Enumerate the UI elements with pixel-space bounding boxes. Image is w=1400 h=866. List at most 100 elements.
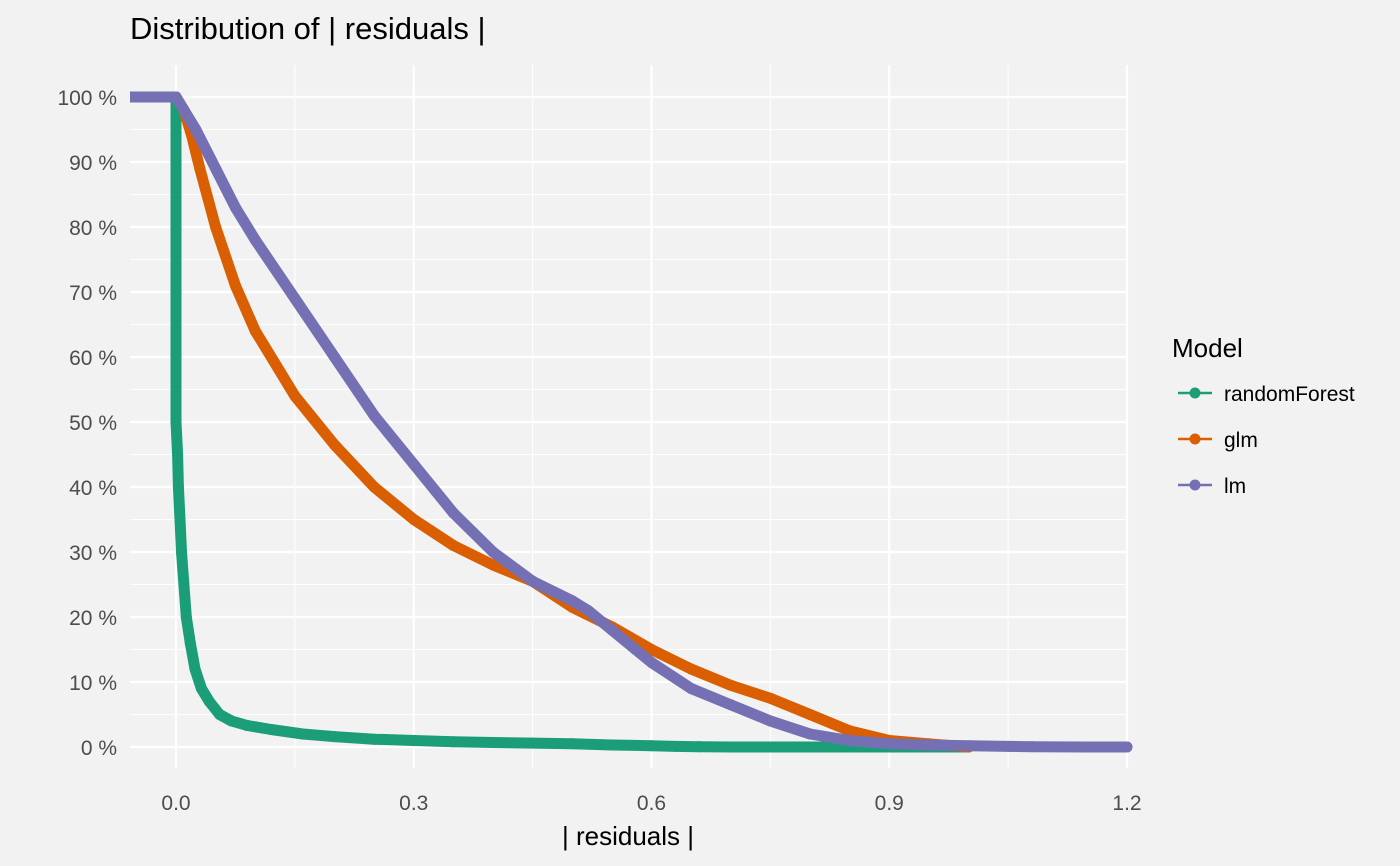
- y-tick-label: 0 %: [81, 737, 117, 760]
- data-point: [685, 663, 697, 675]
- data-point: [249, 325, 261, 337]
- data-point: [566, 595, 578, 607]
- data-point: [527, 575, 539, 587]
- data-point: [194, 163, 206, 174]
- y-axis: 0 % 10 % 20 % 30 % 40 % 50 % 60 % 70 % 80 % 90 % 1…: [57, 87, 117, 760]
- data-point: [329, 351, 340, 363]
- data-point: [447, 540, 459, 551]
- y-tick-label: 50 %: [69, 412, 117, 435]
- data-point: [170, 254, 182, 265]
- data-point: [170, 91, 182, 103]
- data-point: [170, 319, 182, 330]
- data-point: [130, 91, 134, 103]
- data-point: [241, 720, 253, 732]
- data-point: [210, 163, 222, 174]
- data-point: [447, 736, 459, 748]
- data-point: [725, 741, 737, 753]
- data-point: [368, 733, 380, 745]
- data-point: [582, 605, 594, 616]
- data-point: [170, 351, 182, 363]
- y-tick-label: 10 %: [69, 672, 117, 695]
- data-point: [566, 738, 578, 750]
- data-point: [963, 740, 974, 752]
- legend-item-lm: lm: [1178, 475, 1246, 498]
- data-point: [368, 410, 380, 421]
- legend-label: glm: [1224, 429, 1258, 452]
- legend-key-point: [1189, 479, 1201, 491]
- data-point: [195, 683, 207, 694]
- x-tick-label: 0.9: [875, 792, 904, 815]
- data-point: [487, 736, 499, 748]
- data-point: [178, 579, 190, 590]
- data-point: [368, 481, 380, 493]
- data-point: [172, 449, 184, 460]
- data-point: [170, 156, 182, 168]
- data-point: [180, 611, 192, 623]
- data-point: [606, 624, 618, 636]
- data-point: [630, 644, 642, 655]
- data-point: [170, 124, 182, 135]
- legend-item-glm: glm: [1178, 429, 1258, 452]
- x-axis-title: | residuals |: [562, 821, 694, 851]
- x-axis: 0.0 0.3 0.6 0.9 1.2: [161, 792, 1141, 815]
- data-point: [669, 740, 681, 752]
- grid: [130, 65, 1129, 768]
- data-point: [527, 737, 539, 749]
- data-point: [289, 293, 301, 304]
- data-point: [1077, 741, 1089, 753]
- data-point: [487, 546, 499, 558]
- x-tick-label: 0.3: [399, 792, 428, 815]
- data-point: [265, 723, 277, 735]
- data-point: [210, 221, 222, 233]
- data-point: [408, 458, 420, 470]
- x-tick-label: 0.0: [161, 792, 190, 815]
- data-point: [249, 234, 261, 246]
- data-point: [804, 709, 816, 720]
- data-point: [844, 725, 856, 737]
- legend-key-point: [1189, 433, 1201, 445]
- data-point: [764, 692, 776, 704]
- data-point: [685, 683, 697, 694]
- legend-title: Model: [1172, 333, 1243, 363]
- legend-item-randomForest: randomForest: [1178, 383, 1355, 406]
- data-point: [646, 644, 657, 655]
- data-point: [844, 735, 856, 746]
- legend-label: randomForest: [1224, 383, 1355, 406]
- data-point: [408, 735, 420, 746]
- data-point: [190, 124, 202, 135]
- data-point: [170, 273, 182, 285]
- y-tick-label: 80 %: [69, 217, 117, 240]
- data-point: [693, 741, 705, 753]
- series-layer: [130, 91, 1133, 753]
- x-tick-label: 1.2: [1112, 792, 1141, 815]
- y-tick-label: 20 %: [69, 607, 117, 630]
- data-point: [725, 679, 737, 691]
- data-point: [229, 280, 241, 291]
- data-point: [170, 221, 182, 233]
- y-tick-label: 90 %: [69, 152, 117, 175]
- data-point: [804, 728, 816, 740]
- data-point: [646, 657, 657, 668]
- legend-key-point: [1189, 387, 1201, 399]
- data-point: [883, 738, 895, 750]
- data-point: [923, 739, 935, 751]
- x-tick-label: 0.6: [637, 792, 666, 815]
- y-tick-label: 60 %: [69, 347, 117, 370]
- data-point: [289, 390, 301, 402]
- series-randomForest: [170, 91, 974, 753]
- data-point: [229, 202, 241, 213]
- data-point: [725, 699, 737, 711]
- series-points-band: [130, 91, 1133, 753]
- y-tick-label: 30 %: [69, 542, 117, 565]
- data-point: [646, 740, 657, 752]
- legend-label: lm: [1224, 475, 1246, 498]
- data-point: [329, 439, 340, 451]
- data-point: [764, 715, 776, 727]
- data-point: [1002, 740, 1014, 752]
- data-point: [225, 715, 237, 727]
- data-point: [203, 696, 215, 707]
- data-point: [447, 507, 459, 519]
- y-tick-label: 40 %: [69, 477, 117, 500]
- data-point: [189, 663, 201, 675]
